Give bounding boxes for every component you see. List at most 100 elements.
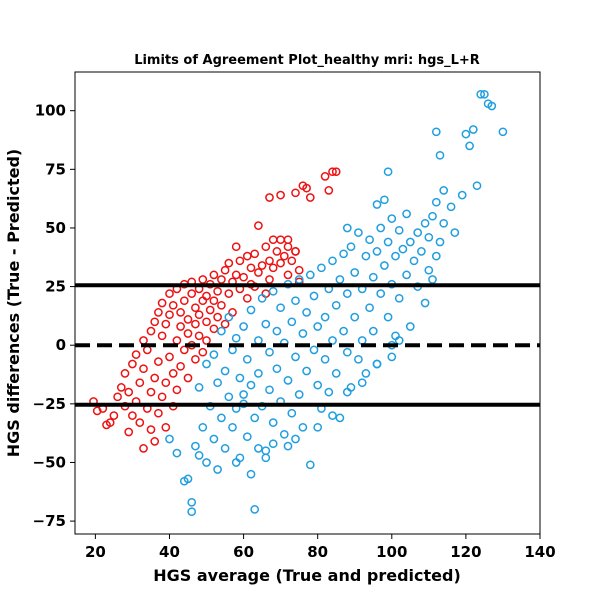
scatter-point — [320, 172, 330, 181]
scatter-point — [139, 336, 148, 345]
scatter-point — [431, 127, 441, 137]
scatter-point — [217, 326, 226, 336]
scatter-point — [335, 275, 345, 284]
scatter-point — [294, 265, 304, 275]
scatter-point — [435, 237, 445, 247]
scatter-point — [368, 326, 378, 336]
scatter-point — [242, 293, 252, 303]
scatter-point — [317, 263, 326, 273]
scatter-point — [139, 364, 148, 374]
scatter-point — [450, 228, 460, 237]
scatter-point — [179, 296, 189, 306]
scatter-point — [480, 89, 489, 99]
scatter-point — [405, 322, 415, 331]
x-tick-label: 60 — [233, 543, 254, 561]
scatter-point — [342, 347, 352, 357]
scatter-point — [391, 251, 400, 261]
scatter-point — [198, 275, 208, 284]
scatter-point — [276, 190, 285, 200]
scatter-point — [231, 333, 241, 343]
scatter-point — [468, 125, 478, 134]
scatter-point — [254, 336, 263, 345]
scatter-point — [402, 209, 411, 219]
scatter-point — [291, 352, 300, 362]
scatter-point — [313, 380, 323, 390]
x-tick-label: 120 — [450, 543, 481, 561]
scatter-point — [265, 256, 274, 266]
scatter-point — [124, 427, 134, 437]
scatter-point — [309, 291, 319, 301]
scatter-point — [217, 300, 226, 310]
scatter-point — [431, 251, 441, 261]
scatter-point — [135, 378, 145, 388]
scatter-point — [291, 296, 300, 306]
scatter-point — [165, 289, 174, 298]
scatter-point — [287, 317, 297, 327]
scatter-point — [261, 453, 271, 463]
scatter-point — [409, 256, 419, 266]
scatter-point — [328, 411, 337, 420]
scatter-point — [209, 434, 219, 444]
scatter-point — [291, 434, 300, 444]
scatter-point — [205, 305, 215, 315]
scatter-point — [146, 326, 156, 336]
scatter-point — [350, 312, 360, 322]
scatter-point — [380, 261, 389, 270]
scatter-point — [472, 181, 482, 191]
scatter-point — [328, 167, 337, 177]
scatter-point — [224, 289, 234, 298]
y-tick-label: −75 — [33, 512, 66, 530]
scatter-point — [202, 458, 211, 467]
scatter-point — [220, 319, 230, 329]
scatter-point — [165, 310, 174, 320]
scatter-point — [109, 411, 119, 420]
scatter-point — [176, 308, 185, 317]
scatter-point — [305, 193, 315, 202]
scatter-point — [128, 411, 137, 420]
scatter-point — [183, 373, 193, 383]
scatter-point — [183, 315, 193, 324]
scatter-point — [420, 218, 430, 228]
scatter-point — [283, 270, 293, 280]
scatter-point — [202, 291, 211, 301]
scatter-point — [302, 366, 311, 376]
scatter-point — [157, 331, 167, 341]
scatter-point — [202, 336, 211, 345]
scatter-point — [268, 263, 278, 273]
scatter-point — [242, 251, 252, 261]
scatter-point — [417, 247, 426, 256]
scatter-point — [268, 418, 278, 427]
scatter-point — [191, 441, 200, 451]
scatter-point — [342, 223, 352, 233]
scatter-point — [154, 408, 163, 418]
scatter-point — [113, 392, 122, 402]
scatter-point — [239, 390, 248, 399]
scatter-point — [431, 197, 441, 207]
scatter-point — [220, 366, 230, 376]
plot-area — [75, 89, 540, 517]
scatter-point — [224, 392, 234, 402]
scatter-point — [380, 195, 389, 205]
scatter-point — [235, 256, 245, 266]
scatter-point — [246, 263, 256, 273]
scatter-point — [372, 359, 382, 369]
scatter-point — [257, 293, 267, 303]
scatter-point — [172, 385, 182, 395]
x-tick-label: 20 — [85, 543, 106, 561]
scatter-point — [342, 289, 352, 298]
scatter-point — [376, 289, 386, 298]
scatter-point — [276, 258, 285, 268]
scatter-point — [228, 345, 237, 355]
scatter-point — [142, 345, 152, 355]
scatter-point — [283, 441, 293, 451]
scatter-point — [272, 364, 282, 374]
scatter-point — [457, 190, 467, 200]
scatter-point — [154, 308, 163, 317]
scatter-point — [313, 322, 323, 331]
scatter-point — [383, 237, 393, 247]
scatter-point — [157, 392, 167, 402]
scatter-point — [302, 183, 311, 193]
scatter-point — [309, 345, 319, 355]
scatter-point — [128, 359, 137, 369]
